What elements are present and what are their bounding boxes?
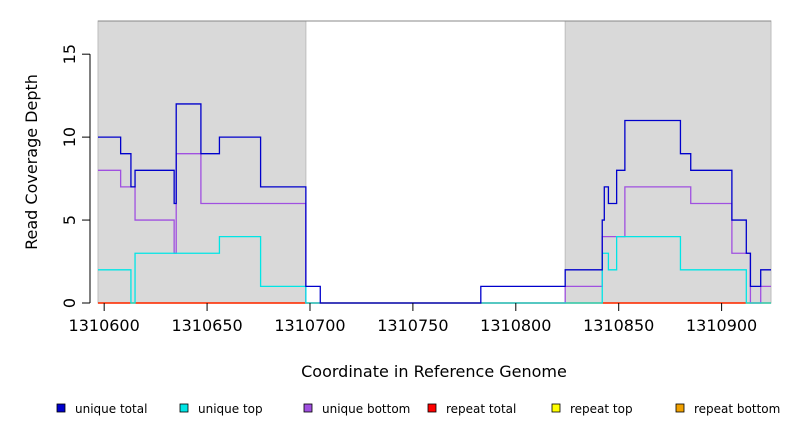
legend-item: repeat top (551, 402, 633, 416)
legend-label: repeat top (570, 402, 633, 416)
legend: unique total unique top unique bottom repea… (56, 402, 780, 416)
x-axis-label: Coordinate in Reference Genome (301, 362, 567, 381)
legend-item: unique bottom (303, 402, 410, 416)
y-axis: 0 5 10 15 (60, 44, 91, 308)
legend-item: repeat bottom (675, 402, 780, 416)
y-tick-label: 5 (60, 215, 79, 225)
shaded-regions (97, 20, 772, 304)
x-tick-label: 1310750 (377, 316, 448, 335)
legend-item: unique total (56, 402, 147, 416)
legend-swatch (179, 403, 189, 413)
x-axis: 1310600 1310650 1310700 1310750 1310800 13108… (69, 303, 757, 335)
x-tick-label: 1310650 (171, 316, 242, 335)
x-tick-label: 1310800 (480, 316, 551, 335)
x-tick-label: 1310700 (274, 316, 345, 335)
legend-label: unique bottom (322, 402, 410, 416)
shaded-region-2 (564, 20, 772, 304)
y-axis-label: Read Coverage Depth (22, 74, 41, 250)
legend-label: repeat bottom (694, 402, 780, 416)
shaded-region-1 (97, 20, 307, 304)
legend-swatch (551, 403, 561, 413)
x-tick-label: 1310600 (69, 316, 140, 335)
legend-swatch (303, 403, 313, 413)
x-tick-label: 1310850 (583, 316, 654, 335)
legend-item: repeat total (427, 402, 516, 416)
legend-swatch (56, 403, 66, 413)
legend-label: unique total (75, 402, 147, 416)
legend-label: unique top (198, 402, 263, 416)
legend-item: unique top (179, 402, 263, 416)
y-tick-label: 10 (60, 127, 79, 147)
series-line-unique-total (98, 103, 771, 304)
series-line-unique-bottom (98, 153, 771, 304)
y-tick-label: 0 (60, 298, 79, 308)
legend-swatch (675, 403, 685, 413)
series-lines (98, 103, 771, 304)
legend-swatch (427, 403, 437, 413)
legend-label: repeat total (446, 402, 516, 416)
x-tick-label: 1310900 (686, 316, 757, 335)
y-tick-label: 15 (60, 44, 79, 64)
